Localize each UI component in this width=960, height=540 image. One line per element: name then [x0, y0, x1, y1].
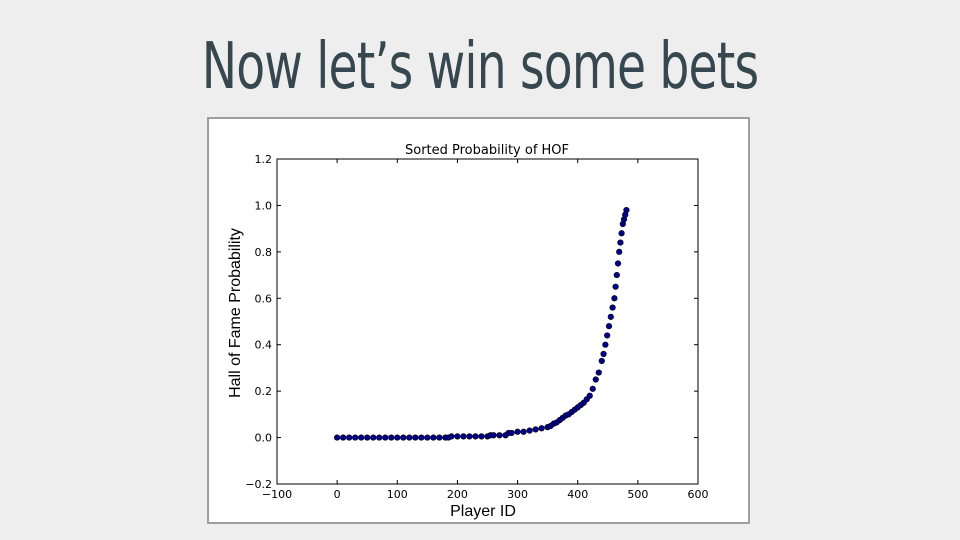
data-point [526, 427, 533, 434]
data-point [616, 248, 623, 255]
data-point [418, 434, 425, 441]
data-point [370, 434, 377, 441]
data-point [520, 428, 527, 435]
data-point [532, 426, 539, 433]
x-tick-label: 400 [567, 488, 588, 501]
data-point [400, 434, 407, 441]
data-point [406, 434, 413, 441]
data-point [586, 392, 593, 399]
data-point [334, 434, 341, 441]
data-point [424, 434, 431, 441]
data-point [346, 434, 353, 441]
x-axis-label: Player ID [450, 503, 516, 520]
data-point [388, 434, 395, 441]
y-tick-label: 0.0 [255, 432, 273, 445]
data-point [430, 434, 437, 441]
data-point [376, 434, 383, 441]
data-point [514, 428, 521, 435]
data-point [478, 433, 485, 440]
data-point [508, 429, 515, 437]
y-tick-label: 0.6 [255, 292, 273, 305]
x-tick-label: 0 [334, 488, 341, 501]
data-point [412, 434, 419, 441]
data-point [607, 313, 614, 320]
axis-ticks: −100 0 100 200 300 400 500 600 −0.2 0.0 0.2 0.4 0.6 0… [245, 153, 708, 501]
y-axis-label: Hall of Fame Probability [227, 228, 244, 398]
data-points [334, 206, 630, 441]
data-point [602, 341, 609, 348]
chart-figure: −100 0 100 200 300 400 500 600 −0.2 0.0 0.2 0.4 0.6 0… [207, 117, 750, 524]
data-point [496, 432, 503, 439]
data-point [490, 432, 497, 439]
data-point [618, 230, 625, 237]
data-point [623, 206, 630, 214]
data-point [364, 434, 371, 441]
data-point [472, 433, 479, 440]
data-point [538, 425, 545, 432]
y-tick-label: 1.2 [255, 153, 273, 166]
data-point [612, 283, 619, 290]
data-point [611, 295, 618, 302]
x-tick-label: 600 [688, 488, 709, 501]
y-tick-label: 0.4 [255, 339, 273, 352]
data-point [358, 434, 365, 441]
data-point [598, 357, 605, 365]
data-point [466, 433, 473, 440]
chart-title: Sorted Probability of HOF [405, 143, 569, 158]
data-point [394, 434, 401, 441]
x-tick-label: 100 [387, 488, 408, 501]
data-point [617, 239, 624, 246]
data-point [613, 271, 620, 279]
x-tick-label: −100 [262, 488, 292, 501]
scatter-chart: −100 0 100 200 300 400 500 600 −0.2 0.0 0.2 0.4 0.6 0… [227, 143, 709, 520]
data-point [340, 434, 347, 441]
y-tick-label: −0.2 [245, 478, 272, 491]
data-point [382, 434, 389, 441]
data-point [605, 323, 613, 330]
data-point [604, 332, 611, 339]
data-point [460, 433, 467, 440]
slide-title: Now let’s win some bets [201, 30, 759, 104]
data-point [589, 385, 596, 392]
data-point [614, 260, 622, 267]
y-tick-label: 0.2 [255, 385, 273, 398]
data-point [609, 304, 616, 311]
data-point [592, 376, 599, 383]
data-point [595, 369, 602, 376]
y-tick-label: 0.8 [255, 246, 273, 259]
x-tick-label: 500 [627, 488, 648, 501]
x-tick-label: 200 [447, 488, 468, 501]
data-point [352, 434, 359, 441]
y-tick-label: 1.0 [255, 199, 273, 212]
plot-area [276, 158, 699, 485]
x-tick-label: 300 [507, 488, 528, 501]
data-point [448, 433, 455, 440]
data-point [600, 350, 607, 358]
data-point [454, 433, 461, 440]
data-point [436, 434, 443, 441]
